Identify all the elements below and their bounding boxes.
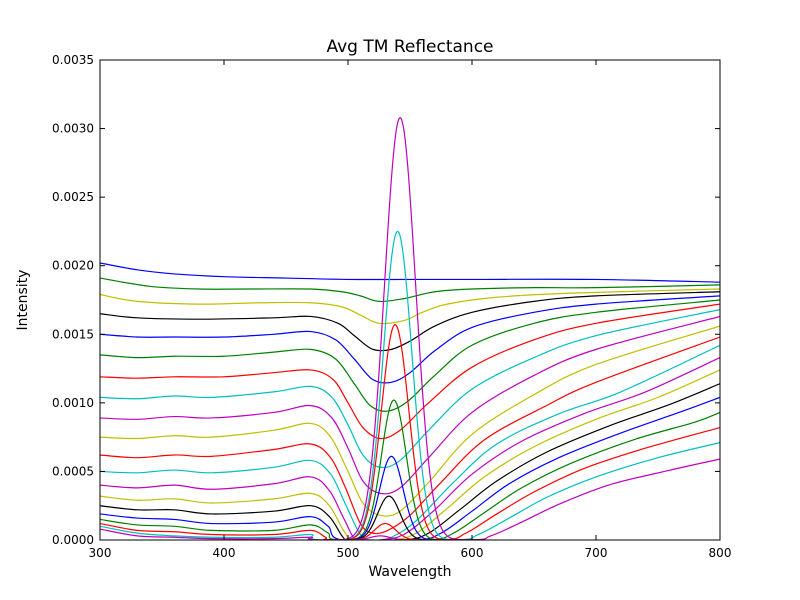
series-line-20 [100, 458, 720, 540]
series-line-5 [100, 295, 720, 384]
series-line-19 [100, 442, 720, 540]
series-line-16 [100, 396, 720, 540]
y-tick-label: 0.0035 [52, 53, 94, 67]
y-axis: 0.0000 0.0005 0.0010 0.0015 0.0020 0.0025 0.00… [52, 53, 720, 547]
y-axis-label: Intensity [15, 270, 31, 331]
series-line-1 [100, 262, 720, 283]
series-line-9 [100, 315, 720, 495]
y-tick-label: 0.0015 [52, 327, 94, 341]
series-line-7 [100, 303, 720, 440]
series-line-15 [100, 383, 720, 540]
series-line-4 [100, 291, 720, 352]
y-tick-label: 0.0030 [52, 122, 94, 136]
series-line-10 [100, 325, 720, 517]
x-tick-label: 500 [337, 546, 360, 560]
x-tick-label: 300 [89, 546, 112, 560]
x-tick-label: 400 [213, 546, 236, 560]
y-tick-label: 0.0005 [52, 464, 94, 478]
series-line-2 [100, 277, 720, 303]
series-line-8 [100, 309, 720, 469]
y-tick-label: 0.0020 [52, 259, 94, 273]
x-tick-label: 600 [461, 546, 484, 560]
x-tick-label: 700 [585, 546, 608, 560]
y-tick-label: 0.0010 [52, 396, 94, 410]
x-axis-label: Wavelength [368, 564, 451, 580]
chart-title: Avg TM Reflectance [326, 37, 493, 57]
series-line-13 [100, 357, 720, 540]
plot-frame [99, 59, 721, 541]
series-line-17 [100, 411, 720, 540]
x-tick-label: 800 [709, 546, 732, 560]
x-axis: 300 400 500 600 700 800 [89, 60, 732, 560]
series-line-3 [100, 288, 720, 325]
series-line-18 [100, 426, 720, 540]
series-line-6 [100, 299, 720, 412]
y-tick-label: 0.0000 [52, 533, 94, 547]
plot-lines [100, 116, 720, 540]
y-tick-label: 0.0025 [52, 190, 94, 204]
series-line-14 [100, 369, 720, 540]
